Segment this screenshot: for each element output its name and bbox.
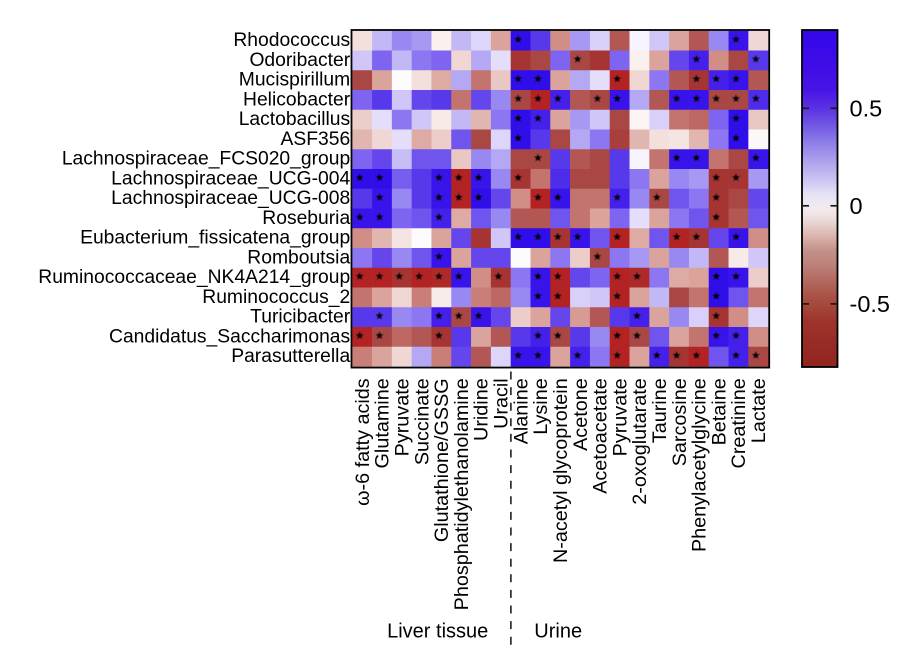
svg-text:Succinate: Succinate [411, 378, 433, 465]
svg-text:Glutamine: Glutamine [372, 378, 394, 468]
svg-text:Ruminococcus_2: Ruminococcus_2 [202, 287, 350, 308]
svg-text:N-acetyl glycoprotein: N-acetyl glycoprotein [550, 378, 572, 563]
svg-text:-0.5: -0.5 [850, 291, 891, 317]
svg-text:Mucispirillum: Mucispirillum [239, 70, 350, 91]
svg-text:Ruminococcaceae_NK4A214_group: Ruminococcaceae_NK4A214_group [38, 267, 350, 288]
svg-text:2-oxoglutarate: 2-oxoglutarate [629, 378, 651, 504]
svg-text:Lactobacillus: Lactobacillus [239, 109, 350, 130]
svg-text:Odoribacter: Odoribacter [249, 50, 350, 71]
svg-text:Uridine: Uridine [471, 378, 493, 441]
svg-text:Candidatus_Saccharimonas: Candidatus_Saccharimonas [109, 326, 350, 347]
svg-text:Lachnospiraceae_UCG-008: Lachnospiraceae_UCG-008 [111, 188, 350, 209]
svg-text:ω-6 fatty acids: ω-6 fatty acids [352, 378, 374, 506]
svg-text:Betaine: Betaine [708, 378, 730, 445]
svg-text:Uracil: Uracil [491, 378, 513, 429]
svg-text:Turicibacter: Turicibacter [250, 307, 351, 328]
svg-text:Creatinine: Creatinine [728, 378, 750, 468]
svg-text:Rhodococcus: Rhodococcus [233, 30, 350, 51]
svg-text:Helicobacter: Helicobacter [243, 89, 351, 110]
svg-text:Pyruvate: Pyruvate [609, 378, 631, 456]
svg-text:Acetone: Acetone [570, 378, 592, 451]
svg-text:Glutathione/GSSG: Glutathione/GSSG [431, 378, 453, 542]
svg-text:Liver tissue: Liver tissue [387, 621, 488, 643]
svg-text:ASF356: ASF356 [281, 129, 351, 150]
svg-text:Taurine: Taurine [649, 378, 671, 443]
svg-text:Urine: Urine [534, 621, 582, 643]
svg-text:Roseburia: Roseburia [262, 208, 350, 229]
svg-text:Pyruvate: Pyruvate [392, 378, 414, 456]
svg-text:Phenylacetylglycine: Phenylacetylglycine [689, 378, 711, 552]
svg-text:Acetoacetate: Acetoacetate [590, 378, 612, 493]
svg-text:Eubacterium_fissicatena_group: Eubacterium_fissicatena_group [80, 228, 350, 249]
svg-text:Sarcosine: Sarcosine [669, 378, 691, 466]
svg-text:Lysine: Lysine [530, 378, 552, 434]
svg-text:Parasutterella: Parasutterella [231, 346, 350, 367]
svg-text:Lachnospiraceae_FCS020_group: Lachnospiraceae_FCS020_group [62, 149, 350, 170]
svg-text:Phosphatidylethanolamine: Phosphatidylethanolamine [451, 378, 473, 610]
svg-text:Alanine: Alanine [510, 378, 532, 444]
svg-text:Romboutsia: Romboutsia [247, 247, 350, 268]
svg-text:0.5: 0.5 [850, 96, 883, 122]
svg-text:0: 0 [850, 193, 863, 219]
svg-text:Lachnospiraceae_UCG-004: Lachnospiraceae_UCG-004 [111, 168, 350, 189]
svg-text:Lactate: Lactate [748, 378, 770, 443]
